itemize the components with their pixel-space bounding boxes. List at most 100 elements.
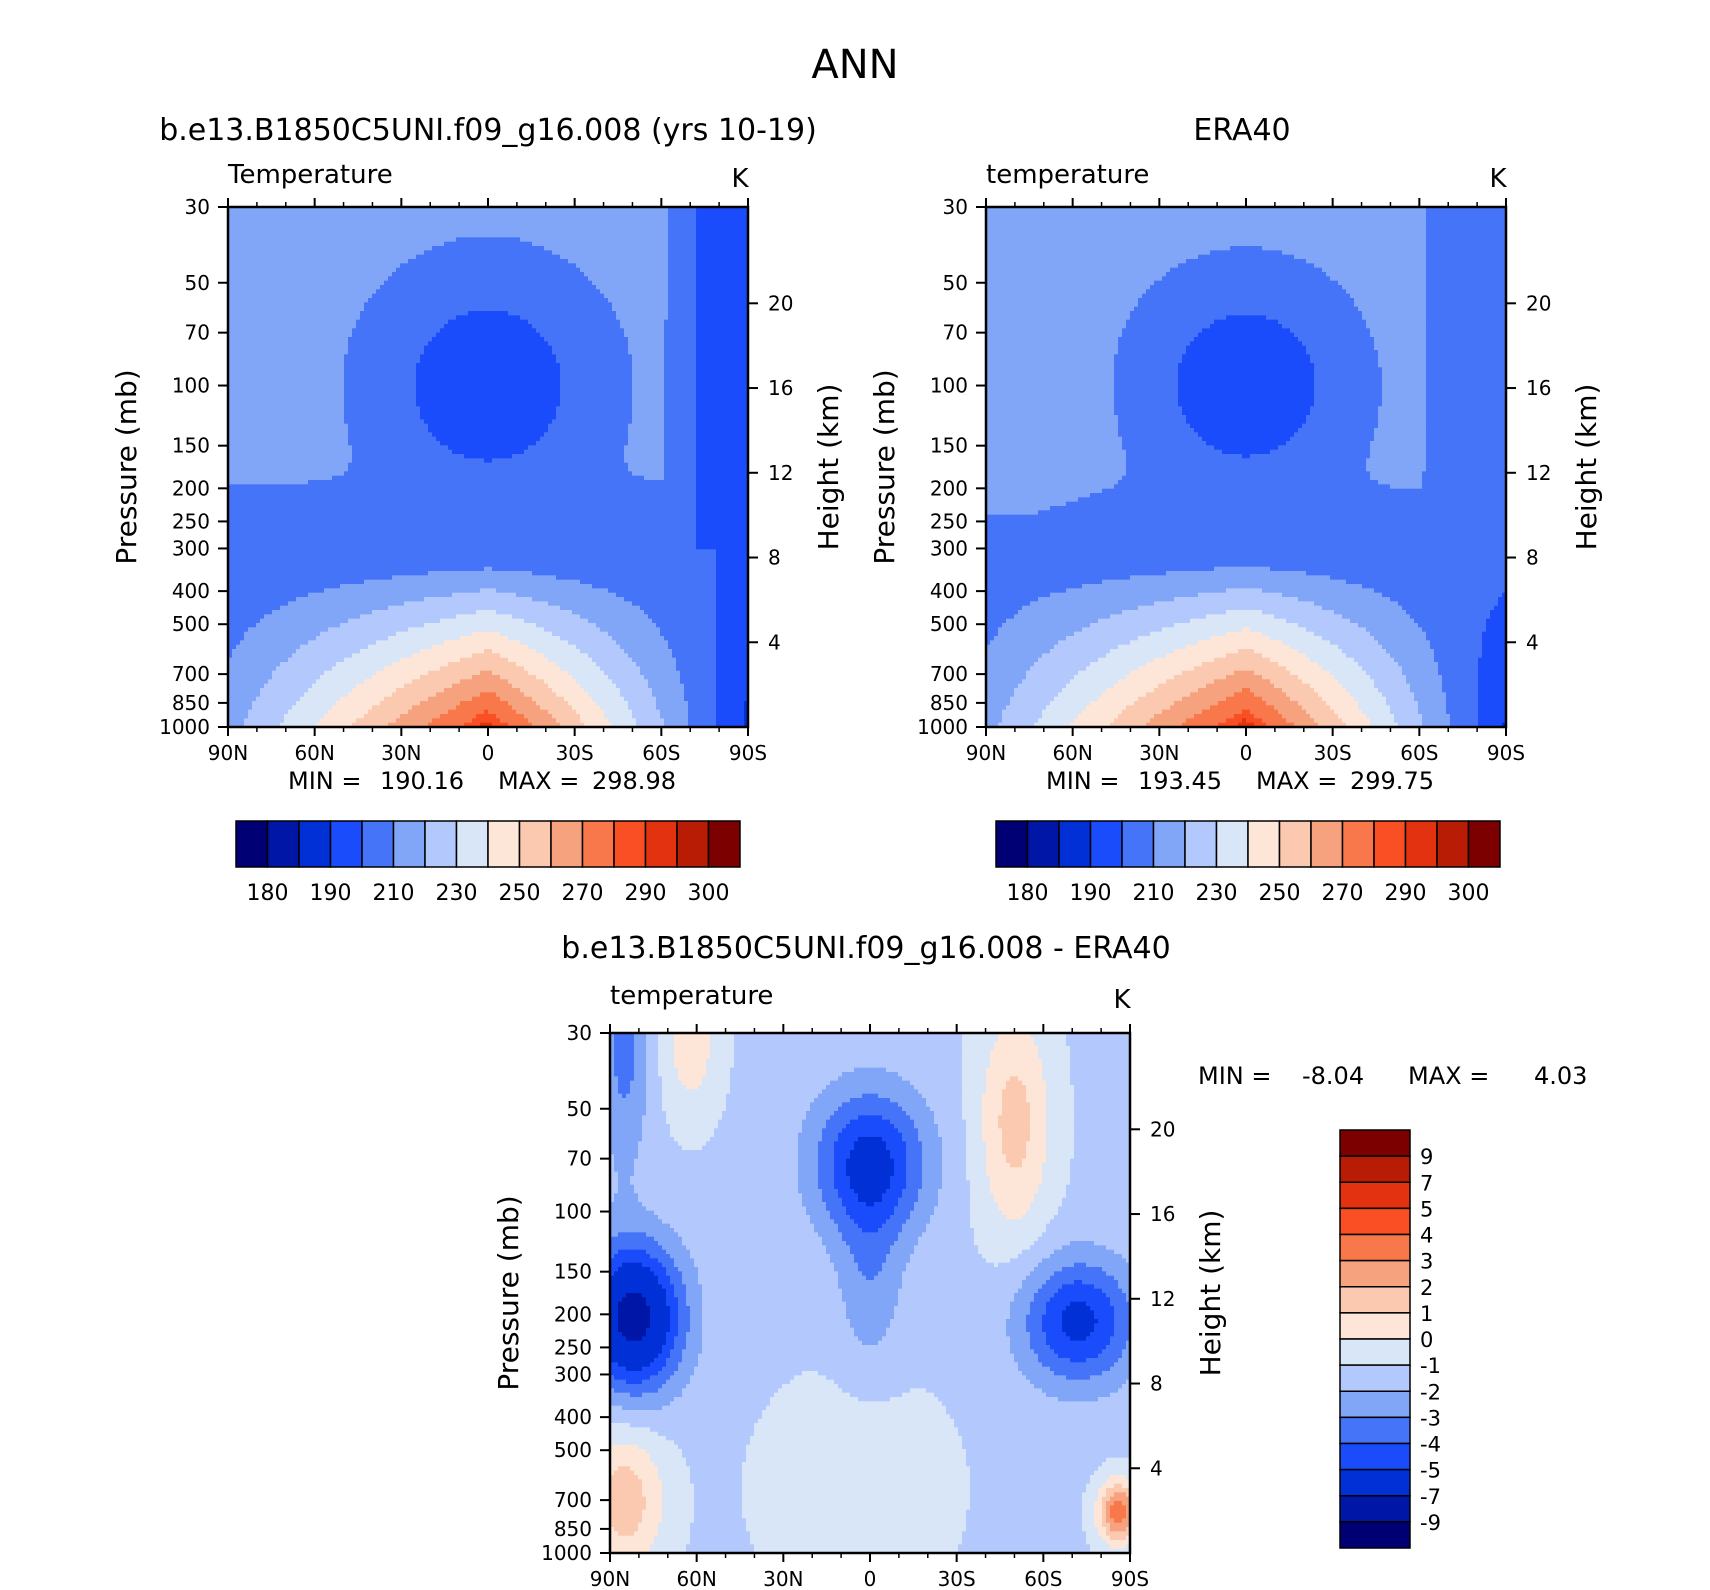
diff-contour-cell bbox=[710, 1041, 735, 1047]
diff-contour-cell bbox=[670, 1323, 679, 1329]
diff-contour-cell bbox=[662, 1514, 695, 1519]
diff-contour-cell bbox=[1094, 1518, 1103, 1524]
diff-contour-cell bbox=[610, 1223, 671, 1229]
diff-contour-cell bbox=[906, 1180, 923, 1186]
obs-contour-cell bbox=[1118, 341, 1191, 347]
diff-colorbar-label: 0 bbox=[1420, 1328, 1433, 1352]
model-contour-cell bbox=[656, 701, 689, 706]
model-contour-cell bbox=[228, 341, 349, 347]
obs-contour-cell bbox=[1426, 636, 1483, 641]
model-contour-cell bbox=[332, 666, 385, 672]
model-colorbar-label: 250 bbox=[499, 881, 541, 906]
diff-contour-cell bbox=[1106, 1457, 1131, 1463]
diff-contour-cell bbox=[962, 1106, 983, 1112]
diff-contour-cell bbox=[630, 1176, 799, 1181]
diff-contour-cell bbox=[682, 1449, 747, 1454]
obs-contour-cell bbox=[986, 358, 1115, 364]
obs-contour-cell bbox=[1478, 662, 1507, 667]
model-contour-cell bbox=[520, 688, 553, 693]
diff-contour-cell bbox=[986, 1141, 1003, 1147]
diff-contour-cell bbox=[850, 1180, 891, 1186]
diff-contour-cell bbox=[610, 1423, 631, 1428]
obs-contour-cell bbox=[1066, 588, 1227, 594]
diff-contour-cell bbox=[610, 1210, 655, 1216]
obs-colorbar-swatch bbox=[1152, 820, 1186, 868]
obs-contour-cell bbox=[986, 315, 1131, 321]
obs-contour-cell bbox=[1006, 705, 1047, 711]
diff-contour-cell bbox=[1006, 1085, 1027, 1090]
diff-contour-cell bbox=[646, 1076, 663, 1082]
obs-contour-cell bbox=[986, 631, 999, 637]
diff-contour-cell bbox=[858, 1137, 883, 1142]
diff-contour-cell bbox=[1022, 1158, 1047, 1164]
diff-contour-cell bbox=[1070, 1241, 1095, 1246]
obs-contour-cell bbox=[1182, 696, 1227, 702]
model-contour-cell bbox=[508, 636, 561, 641]
diff-x-tick-label: 90N bbox=[590, 1567, 630, 1590]
diff-colorbar-label: -1 bbox=[1420, 1354, 1441, 1378]
obs-contour-cell bbox=[1346, 289, 1427, 295]
obs-contour-cell bbox=[1382, 371, 1427, 377]
model-contour-cell bbox=[636, 722, 665, 728]
model-contour-cell bbox=[696, 402, 749, 407]
obs-contour-cell bbox=[1050, 592, 1199, 598]
model-contour-cell bbox=[480, 670, 493, 676]
diff-contour-cell bbox=[1086, 1358, 1119, 1363]
diff-contour-cell bbox=[642, 1509, 663, 1515]
diff-contour-cell bbox=[742, 1505, 971, 1511]
obs-contour-cell bbox=[1314, 601, 1399, 607]
obs-contour-cell bbox=[1382, 397, 1427, 403]
model-contour-cell bbox=[616, 315, 669, 321]
diff-contour-cell bbox=[922, 1171, 943, 1177]
diff-contour-cell bbox=[938, 1128, 967, 1134]
diff-contour-cell bbox=[850, 1245, 891, 1251]
obs-contour-cell bbox=[1426, 354, 1507, 360]
diff-contour-cell bbox=[1030, 1245, 1063, 1251]
model-contour-cell bbox=[696, 428, 749, 433]
diff-contour-cell bbox=[798, 1137, 823, 1142]
diff-contour-cell bbox=[634, 1163, 799, 1168]
diff-contour-cell bbox=[926, 1228, 975, 1233]
diff-contour-cell bbox=[682, 1080, 703, 1086]
model-contour-cell bbox=[668, 640, 717, 646]
diff-colorbar-swatch bbox=[1339, 1521, 1411, 1549]
diff-contour-cell bbox=[806, 1111, 835, 1116]
diff-contour-cell bbox=[1042, 1180, 1071, 1186]
model-contour-cell bbox=[696, 233, 749, 238]
obs-y-tick-label: 100 bbox=[930, 374, 968, 398]
obs-contour-cell bbox=[1370, 722, 1399, 728]
model-contour-cell bbox=[664, 423, 697, 429]
diff-contour-cell bbox=[986, 1080, 1007, 1086]
diff-contour-cell bbox=[930, 1219, 971, 1225]
model-contour-cell bbox=[696, 220, 749, 225]
diff-contour-cell bbox=[714, 1128, 803, 1134]
model-contour-cell bbox=[320, 675, 373, 680]
diff-contour-cell bbox=[894, 1241, 919, 1246]
obs-min-value: 193.45 bbox=[1138, 767, 1222, 795]
model-colorbar-swatch bbox=[613, 820, 647, 868]
model-contour-cell bbox=[368, 709, 409, 715]
diff-contour-cell bbox=[1070, 1046, 1131, 1051]
model-contour-cell bbox=[364, 679, 413, 685]
diff-contour-cell bbox=[894, 1124, 915, 1129]
diff-contour-cell bbox=[822, 1132, 839, 1138]
obs-y-right-tick-label: 16 bbox=[1526, 376, 1551, 400]
model-contour-cell bbox=[696, 384, 749, 390]
diff-contour-cell bbox=[826, 1375, 1027, 1381]
diff-contour-cell bbox=[1050, 1275, 1115, 1281]
diff-contour-cell bbox=[962, 1050, 991, 1056]
model-contour-cell bbox=[260, 618, 349, 624]
diff-contour-cell bbox=[890, 1245, 915, 1251]
obs-contour-cell bbox=[986, 627, 999, 633]
obs-contour-cell bbox=[1126, 324, 1211, 329]
diff-contour-cell bbox=[1018, 1366, 1051, 1372]
diff-contour-cell bbox=[1058, 1210, 1131, 1216]
obs-contour-cell bbox=[1186, 345, 1307, 351]
obs-contour-cell bbox=[1342, 649, 1387, 654]
diff-contour-cell bbox=[610, 1171, 619, 1177]
model-contour-cell bbox=[228, 250, 425, 256]
obs-contour-cell bbox=[986, 428, 1119, 433]
model-contour-cell bbox=[696, 350, 749, 355]
model-contour-cell bbox=[716, 558, 749, 563]
diff-contour-cell bbox=[626, 1293, 643, 1298]
